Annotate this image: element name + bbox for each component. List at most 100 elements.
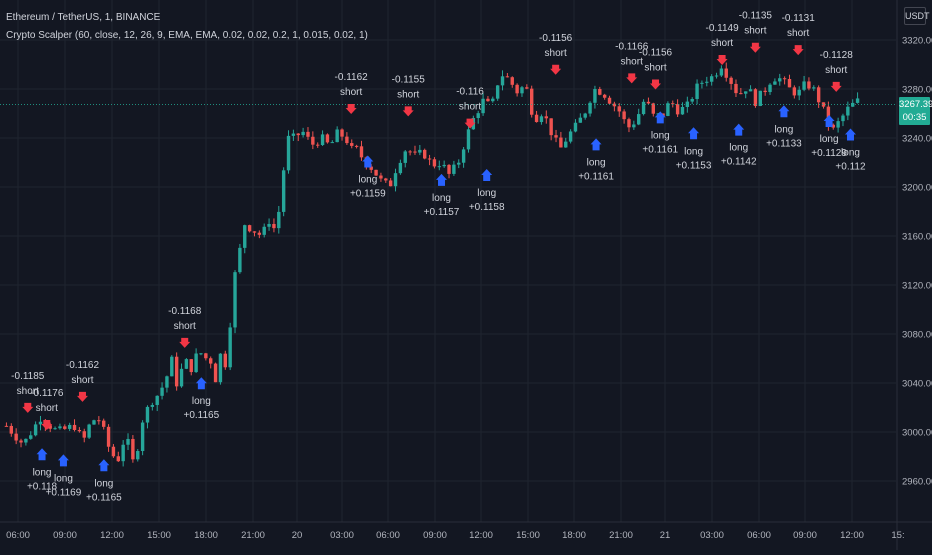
candle-body [714,75,719,77]
short-signal-side: short [744,26,766,37]
candle-body [179,368,184,387]
long-signal-value: +0.1133 [766,138,802,149]
candle-body [131,438,135,460]
indicator-legend[interactable]: Crypto Scalper (60, close, 12, 26, 9, EM… [6,30,368,41]
candle-body [325,134,330,143]
candle-body [4,425,9,427]
candle-body [700,82,704,84]
price-tick-label: 3240.00 [902,134,932,145]
time-tick-label: 18:00 [562,530,586,541]
short-signal-side: short [340,87,362,98]
long-signal-side: long [774,124,793,135]
candle-body [281,170,286,212]
long-signal-side: long [684,146,703,157]
last-price-value: 3267.39 [899,99,932,110]
candle-body [573,122,578,132]
long-signal-arrow [654,111,666,124]
short-signal-value: -0.1155 [392,74,426,85]
long-signal-side: long [477,188,496,199]
price-axis-panel[interactable] [897,0,932,550]
short-signal-value: -0.1156 [539,33,573,44]
candle-body [228,327,232,368]
time-tick-label: 15: [891,530,904,541]
candle-body [481,98,485,114]
long-signal-value: +0.1153 [676,160,712,171]
time-tick-label: 03:00 [330,530,354,541]
candle-body [476,113,480,119]
candle-body [530,88,534,115]
candle-body [48,425,52,429]
price-tick-label: 3200.00 [902,183,932,194]
long-signal-value: +0.1165 [86,492,122,503]
candle-body [92,420,96,425]
long-signal-side: long [94,478,113,489]
candle-body [67,424,72,429]
short-signal-value: -0.1185 [11,371,45,382]
candle-body [534,114,539,123]
candle-body [379,175,383,179]
candle-body [53,428,57,430]
price-tick-label: 3320.00 [902,36,932,47]
candle-body [539,116,544,123]
candle-body [466,129,471,150]
long-signal-value: +0.1169 [46,487,82,498]
candle-body [602,94,607,98]
long-signal-value: +0.112 [835,162,866,173]
candle-body [243,225,247,248]
candle-body [384,178,388,181]
short-signal-arrow [716,54,728,65]
candle-body [150,404,155,407]
candle-body [262,226,266,235]
short-signal-side: short [711,38,733,49]
short-signal-value: -0.1162 [335,72,369,83]
candle-body [787,78,792,88]
short-signal-arrow [345,103,357,114]
long-signal-value: +0.1165 [184,410,220,421]
candle-body [403,151,407,163]
long-signal-side: long [587,157,606,168]
candle-body [252,231,257,233]
candle-body [846,106,850,116]
time-tick-label: 06:00 [6,530,30,541]
candle-body [160,387,164,396]
candle-body [826,106,831,125]
signals-layer: -0.1185short-0.1176short-0.1162short-0.1… [11,11,866,504]
candle-body [82,431,86,438]
long-signal-arrow [57,454,69,467]
candle-body [126,438,130,445]
candle-body [632,124,636,128]
short-signal-value: -0.1162 [66,360,100,371]
short-signal-arrow [650,79,662,90]
candle-body [121,444,125,462]
candle-body [286,135,291,171]
candle-body [218,353,223,383]
candle-body [675,104,680,115]
time-tick-label: 09:00 [423,530,447,541]
currency-button[interactable]: USDT [904,7,930,25]
candle-body [140,422,145,452]
price-tick-label: 3040.00 [902,379,932,390]
time-tick-label: 12:00 [100,530,124,541]
long-signal-arrow [688,127,700,140]
short-signal-value: -0.1128 [820,50,854,61]
short-signal-value: -0.1135 [739,11,773,22]
short-signal-value: -0.1131 [782,13,816,24]
candle-body [763,90,767,93]
chart-title[interactable]: Ethereum / TetherUS, 1, BINANCE [6,12,161,23]
long-signal-side: long [432,193,451,204]
long-signal-side: long [54,473,73,484]
candle-body [408,151,412,153]
candle-body [831,124,835,128]
short-signal-side: short [459,102,481,113]
candle-body [816,87,821,103]
price-tick-label: 3160.00 [902,232,932,243]
candle-body [267,223,271,227]
short-signal-value: -0.1168 [168,306,202,317]
candle-body [14,433,18,441]
time-axis-panel[interactable] [0,522,932,550]
long-signal-value: +0.1158 [469,202,505,213]
time-tick-label: 09:00 [793,530,817,541]
